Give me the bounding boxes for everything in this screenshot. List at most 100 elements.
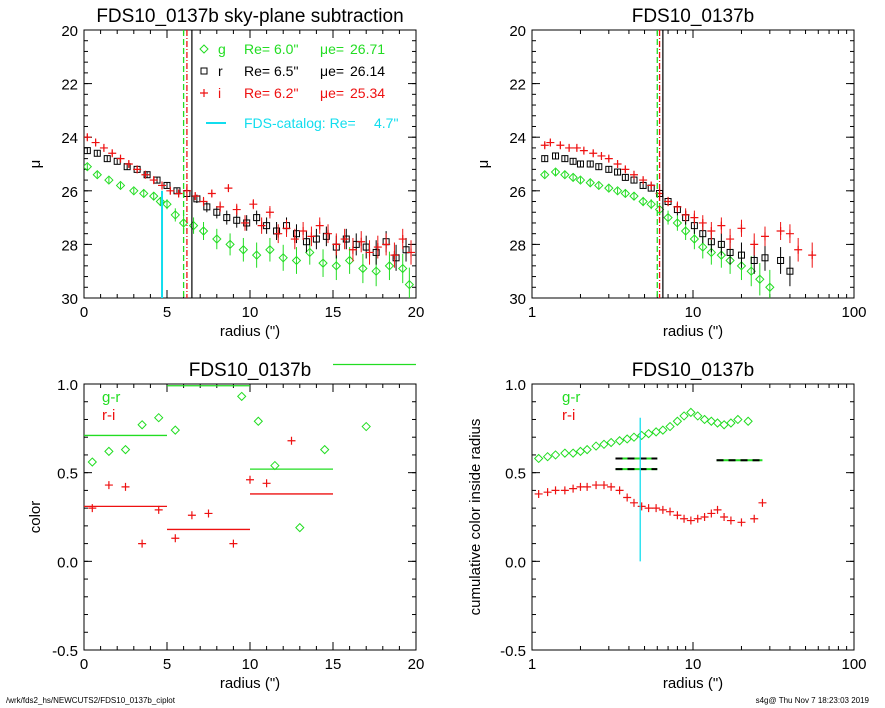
data-point-g — [371, 266, 381, 276]
data-point-i — [644, 504, 653, 513]
x-tick-label: 10 — [242, 304, 259, 321]
data-point-g — [550, 167, 561, 177]
data-point-g — [104, 446, 114, 457]
chart-title: FDS10_0137b — [632, 6, 755, 27]
x-axis-label: radius (") — [220, 323, 280, 340]
data-point-i — [340, 235, 349, 244]
data-point-i — [540, 141, 549, 150]
data-point-g — [533, 453, 544, 464]
data-point-r — [302, 238, 310, 246]
plot-area — [533, 407, 767, 562]
footer-timestamp: s4g@ Thu Nov 7 18:23:03 2019 — [755, 696, 869, 705]
legend-marker-g — [199, 44, 209, 54]
data-point-i — [808, 251, 817, 260]
data-point-i — [629, 170, 638, 179]
x-tick-label: 1 — [528, 656, 536, 673]
data-point-i — [149, 176, 158, 185]
y-axis-label: μ — [475, 160, 492, 169]
data-point-i — [760, 232, 769, 241]
data-point-g — [153, 412, 164, 423]
data-point-g — [638, 196, 648, 207]
y-tick-label: 30 — [509, 291, 526, 308]
data-point-i — [332, 240, 341, 249]
data-point-i — [116, 154, 125, 163]
legend-catalog-label: FDS-catalog: Re= — [244, 115, 356, 131]
x-tick-label: 5 — [163, 656, 171, 673]
data-point-i — [664, 197, 673, 206]
data-point-i — [121, 482, 130, 491]
data-point-g — [672, 416, 683, 426]
x-tick-label: 10 — [242, 656, 259, 673]
data-point-r — [253, 214, 261, 222]
data-point-g — [278, 253, 288, 263]
data-point-i — [785, 229, 794, 238]
data-point-i — [717, 221, 726, 230]
data-point-i — [324, 229, 333, 238]
data-point-i — [199, 197, 208, 206]
legend-re-label: Re= — [244, 41, 270, 57]
plot-frame — [531, 383, 855, 651]
x-axis-label: radius (") — [663, 675, 723, 692]
data-point-g — [212, 234, 222, 244]
data-point-i — [647, 181, 656, 190]
data-point-g — [568, 172, 578, 183]
data-point-g — [629, 191, 639, 201]
data-point-g — [712, 418, 723, 428]
panel-top-left-mu-linear: FDS10_0137b sky-plane subtraction 0 5 10 15 2… — [27, 6, 424, 340]
data-point-g — [636, 430, 647, 441]
data-point-g — [585, 178, 595, 188]
y-tick-label: 20 — [509, 23, 526, 40]
y-tick-label: 24 — [509, 130, 526, 147]
x-tick-label: 100 — [841, 656, 866, 673]
data-point-g — [155, 196, 166, 207]
panel-bottom-left-color: FDS10_0137b 0 5 10 15 20 -0.5 0.0 0.5 1.0 radius (… — [27, 360, 424, 692]
data-point-g — [733, 414, 743, 425]
y-tick-label: 0.5 — [57, 466, 78, 483]
legend-re-label: Re= — [244, 85, 270, 101]
data-point-i — [690, 213, 699, 222]
x-tick-label: 20 — [408, 656, 425, 673]
data-point-r — [621, 173, 629, 181]
data-point-g — [170, 425, 181, 435]
y-tick-label: 22 — [509, 77, 526, 94]
data-point-r — [595, 163, 603, 171]
data-point-i — [565, 143, 574, 152]
legend-re-value: 6.0" — [274, 41, 298, 57]
data-point-g — [139, 188, 149, 199]
data-point-g — [743, 416, 753, 426]
data-point-g — [599, 439, 609, 450]
data-point-g — [120, 444, 131, 455]
x-tick-label: 10 — [685, 304, 702, 321]
data-point-i — [307, 232, 316, 241]
chart-title: FDS10_0137b sky-plane subtraction — [96, 6, 403, 27]
data-point-i — [758, 498, 767, 507]
x-tick-label: 15 — [325, 656, 342, 673]
data-point-i — [652, 504, 661, 513]
data-point-i — [229, 539, 238, 548]
y-tick-label: -0.5 — [500, 643, 526, 660]
data-point-r — [569, 157, 577, 165]
data-point-g — [679, 411, 689, 421]
data-point-i — [265, 208, 274, 217]
data-point-g — [643, 428, 654, 439]
data-point-r — [292, 230, 300, 238]
data-point-i — [91, 138, 100, 147]
footer-file-path: /wrk/fds2_hs/NEWCUTS2/FDS10_0137b_ciplot — [6, 696, 175, 705]
legend-band-label: i — [218, 85, 221, 101]
y-tick-label: 26 — [509, 184, 526, 201]
data-point-i — [373, 243, 382, 252]
data-point-g — [620, 188, 631, 199]
data-point-i — [750, 240, 759, 249]
data-point-g — [693, 411, 703, 421]
legend-marker-i — [200, 89, 208, 97]
legend: g Re= 6.0" μe= 26.71r Re= 6.5" μe= 26.14i Re= 6.2"… — [199, 41, 398, 131]
data-point-g — [654, 204, 665, 215]
data-point-r — [541, 155, 549, 163]
data-point-i — [604, 154, 613, 163]
data-point-r — [586, 160, 594, 168]
y-tick-label: 0.0 — [57, 554, 78, 571]
panel-top-right-mu-log: FDS10_0137b 1 10 100 20 22 24 26 28 30 radius (") μ — [475, 6, 867, 340]
data-point-i — [204, 509, 213, 518]
data-point-g — [765, 282, 775, 292]
data-point-i — [216, 202, 225, 211]
